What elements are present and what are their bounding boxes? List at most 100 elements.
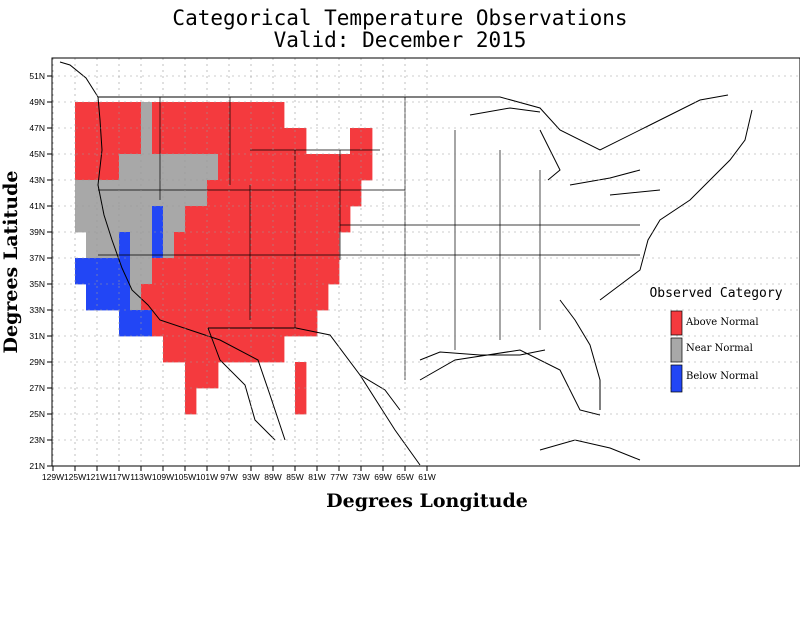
grid-cell — [328, 232, 340, 259]
grid-cell — [273, 128, 285, 155]
grid-cell — [295, 154, 307, 181]
x-tick-label: 77W — [330, 472, 347, 482]
y-axis-title: Degrees Latitude — [0, 171, 22, 354]
grid-cell — [273, 154, 285, 181]
grid-cell — [174, 232, 186, 259]
grid-cell — [152, 154, 164, 181]
grid-cell — [141, 180, 153, 207]
grid-cell — [306, 232, 318, 259]
grid-cell — [218, 206, 230, 233]
longitude-axis: 129W 125W 121W 117W 113W 109W 105W 101W 97W 93W 89… — [42, 466, 436, 482]
grid-cell — [284, 284, 296, 311]
grid-cell — [350, 128, 362, 155]
grid-cell — [141, 284, 153, 311]
grid-cell — [75, 154, 87, 181]
border-south — [208, 327, 601, 416]
grid-cell — [295, 128, 307, 155]
y-tick-label: 43N — [29, 175, 45, 185]
grid-cell — [251, 310, 263, 337]
grid-cell — [75, 102, 87, 129]
grid-cell — [306, 206, 318, 233]
grid-cell — [240, 336, 252, 363]
y-tick-label: 29N — [29, 357, 45, 367]
grid-cell — [284, 206, 296, 233]
border-north — [98, 94, 729, 151]
grid-cell — [306, 310, 318, 337]
grid-cell — [295, 180, 307, 207]
grid-cell — [229, 336, 241, 363]
grid-cell — [119, 102, 131, 129]
grid-cell — [295, 310, 307, 337]
grid-cell — [328, 180, 340, 207]
grid-cell — [196, 206, 208, 233]
grid-cell — [240, 128, 252, 155]
grid-cell — [262, 206, 274, 233]
grid-cell — [317, 284, 329, 311]
grid-cell — [251, 180, 263, 207]
grid-cell — [119, 310, 131, 337]
x-tick-label: 125W — [64, 472, 86, 482]
grid-cell — [196, 102, 208, 129]
grid-cell — [174, 336, 186, 363]
grid-cell — [86, 128, 98, 155]
grid-cell — [262, 258, 274, 285]
grid-cell — [86, 284, 98, 311]
grid-cell — [185, 310, 197, 337]
grid-cell — [119, 154, 131, 181]
x-tick-label: 129W — [42, 472, 64, 482]
grid-cell — [207, 362, 219, 389]
grid-cell — [284, 232, 296, 259]
y-tick-label: 33N — [29, 305, 45, 315]
grid-cell — [86, 232, 98, 259]
grid-cell — [119, 128, 131, 155]
grid-cell — [295, 206, 307, 233]
x-tick-label: 61W — [418, 472, 435, 482]
x-tick-label: 97W — [220, 472, 237, 482]
grid-cell — [185, 154, 197, 181]
grid-cell — [207, 258, 219, 285]
grid-cell — [185, 336, 197, 363]
grid-cell — [295, 258, 307, 285]
grid-cell — [75, 206, 87, 233]
grid-cell — [152, 310, 164, 337]
grid-cell — [130, 102, 142, 129]
grid-cell — [207, 310, 219, 337]
grid-cell — [328, 258, 340, 285]
x-tick-label: 81W — [308, 472, 325, 482]
grid-cell — [152, 284, 164, 311]
grid-cell — [196, 180, 208, 207]
grid-cell — [185, 102, 197, 129]
x-axis-title: Degrees Longitude — [326, 490, 528, 512]
y-tick-label: 21N — [29, 461, 45, 471]
grid-cell — [218, 258, 230, 285]
grid-cell — [119, 232, 131, 259]
grid-cell — [229, 232, 241, 259]
grid-cell — [75, 258, 87, 285]
grid-cell — [229, 102, 241, 129]
grid-cell — [163, 258, 175, 285]
grid-cell — [174, 128, 186, 155]
grid-cell — [317, 154, 329, 181]
grid-cell — [163, 154, 175, 181]
grid-cell — [306, 258, 318, 285]
grid-cell — [163, 102, 175, 129]
grid-cell — [130, 154, 142, 181]
grid-cell — [185, 388, 197, 415]
grid-cell — [141, 206, 153, 233]
grid-cell — [262, 284, 274, 311]
grid-cell — [97, 128, 109, 155]
grid-cell — [163, 336, 175, 363]
grid-cell — [207, 154, 219, 181]
grid-cell — [97, 258, 109, 285]
grid-cell — [130, 206, 142, 233]
grid-cell — [75, 128, 87, 155]
grid-cell — [273, 258, 285, 285]
grid-cell — [119, 180, 131, 207]
grid-cell — [174, 154, 186, 181]
grid-cell — [251, 258, 263, 285]
grid-cell — [196, 362, 208, 389]
grid-cell — [240, 206, 252, 233]
grid-cell — [273, 336, 285, 363]
legend-swatch-above — [670, 310, 683, 336]
y-tick-label: 49N — [29, 97, 45, 107]
